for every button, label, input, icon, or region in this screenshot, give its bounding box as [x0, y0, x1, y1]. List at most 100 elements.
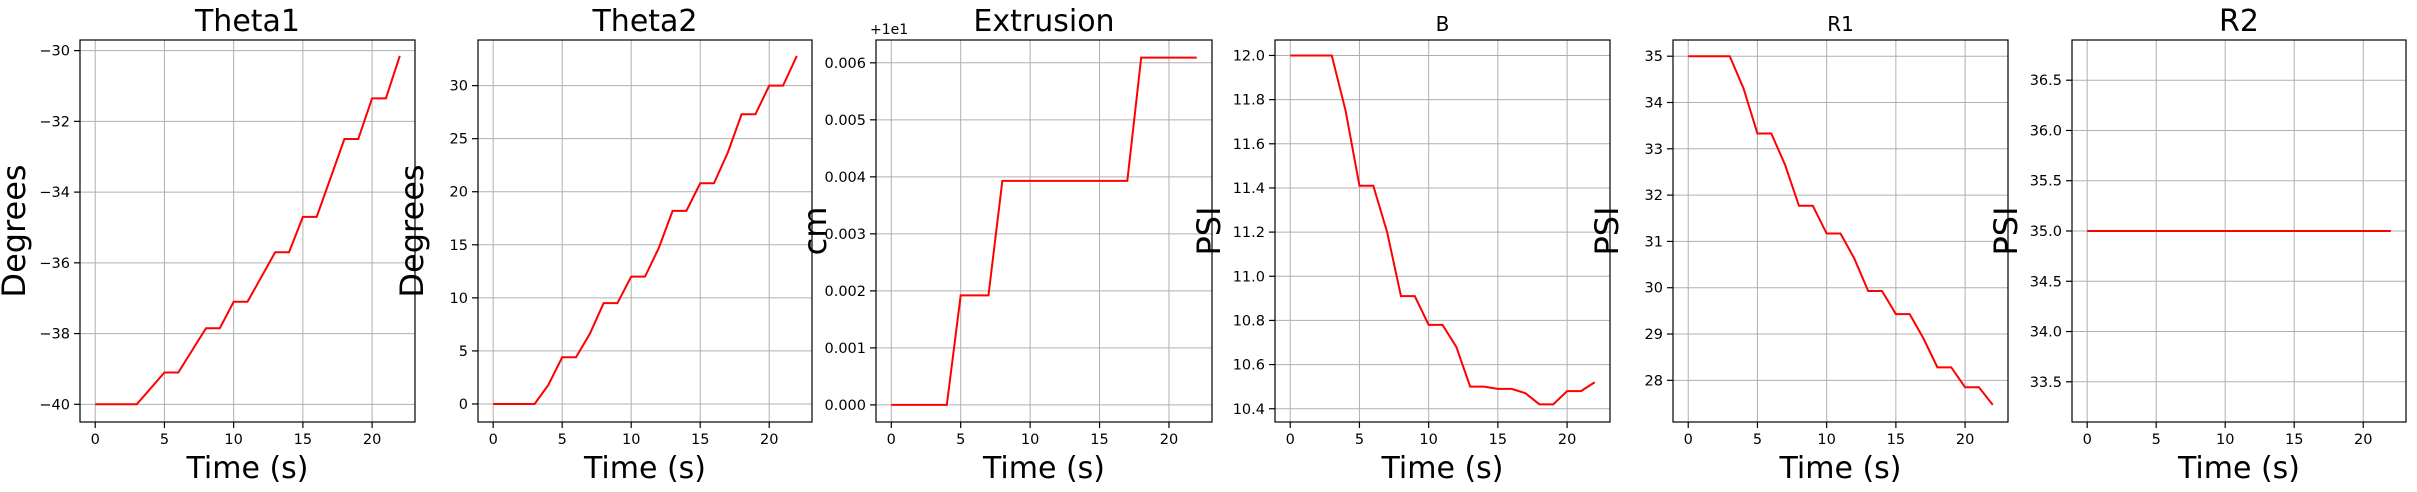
- x-tick-label: 15: [1887, 432, 1905, 448]
- y-axis-label: Degrees: [393, 164, 431, 297]
- y-axis-label: PSI: [1987, 206, 2025, 255]
- y-axis-label: Degrees: [0, 164, 33, 297]
- y-tick-label: 5: [459, 344, 468, 360]
- y-tick-label: 31: [1645, 234, 1663, 250]
- y-tick-label: −30: [39, 44, 70, 60]
- y-tick-label: 35.0: [2030, 224, 2062, 240]
- x-tick-label: 10: [2216, 432, 2234, 448]
- y-tick-label: 35.5: [2030, 174, 2062, 190]
- series-line: [891, 56, 1197, 406]
- y-tick-label: −34: [39, 185, 70, 201]
- x-tick-label: 10: [1419, 432, 1437, 448]
- y-tick-label: 12.0: [1233, 48, 1265, 64]
- x-axis-label: Time (s): [583, 451, 706, 486]
- series-line: [493, 55, 798, 405]
- y-tick-label: 30: [1645, 281, 1663, 297]
- y-tick-label: 11.4: [1233, 181, 1265, 197]
- x-tick-label: 5: [1355, 432, 1364, 448]
- y-tick-label: 34.0: [2030, 325, 2062, 341]
- x-axis-label: Time (s): [186, 451, 309, 486]
- x-tick-label: 20: [1956, 432, 1974, 448]
- y-tick-label: 36.5: [2030, 73, 2062, 89]
- y-tick-label: −40: [39, 397, 70, 413]
- y-tick-label: 25: [450, 132, 468, 148]
- series-line: [95, 55, 401, 406]
- subplot-b: 0 5 10 15 20 10.4 10.6 10.8 11.0 11.2 11.4 11.6 11.8…: [1190, 12, 1611, 486]
- y-tick-label: 0.002: [824, 284, 866, 300]
- x-tick-label: 10: [224, 432, 242, 448]
- axis-offset-label: +1e1: [870, 22, 908, 38]
- y-tick-label: 36.0: [2030, 123, 2062, 139]
- x-tick-label: 0: [887, 432, 896, 448]
- x-tick-label: 5: [1753, 432, 1762, 448]
- axes-frame: [1274, 39, 1611, 423]
- x-tick-label: 20: [363, 432, 381, 448]
- y-tick-label: 15: [450, 238, 468, 254]
- y-tick-label: −38: [39, 327, 70, 343]
- axes-frame: [477, 39, 813, 423]
- x-tick-label: 10: [1021, 432, 1039, 448]
- x-tick-label: 5: [956, 432, 965, 448]
- y-tick-label: 34: [1645, 96, 1663, 112]
- y-tick-label: 33.5: [2030, 375, 2062, 391]
- y-axis-label: PSI: [1190, 206, 1228, 255]
- x-tick-label: 15: [691, 432, 709, 448]
- y-tick-label: 0.001: [824, 341, 866, 357]
- y-tick-label: −36: [39, 256, 70, 272]
- x-axis-label: Time (s): [982, 451, 1105, 486]
- y-tick-label: 0.006: [824, 56, 866, 72]
- x-axis-label: Time (s): [2177, 451, 2300, 486]
- x-tick-label: 15: [1489, 432, 1507, 448]
- y-tick-label: 0.003: [824, 227, 866, 243]
- series-line: [1290, 54, 1596, 406]
- chart-title: B: [1436, 12, 1450, 36]
- y-tick-label: 33: [1645, 142, 1663, 158]
- x-tick-label: 20: [1558, 432, 1576, 448]
- x-tick-label: 20: [760, 432, 778, 448]
- y-axis-label: PSI: [1588, 206, 1626, 255]
- chart-title: Extrusion: [973, 4, 1114, 39]
- y-tick-label: 0.000: [824, 398, 866, 414]
- y-tick-label: −32: [39, 114, 70, 130]
- y-tick-label: 28: [1645, 373, 1663, 389]
- y-tick-label: 10: [450, 291, 468, 307]
- x-tick-label: 15: [294, 432, 312, 448]
- y-tick-label: 11.2: [1233, 225, 1265, 241]
- x-tick-label: 5: [2152, 432, 2161, 448]
- y-tick-label: 11.0: [1233, 269, 1265, 285]
- chart-title: R1: [1827, 12, 1854, 36]
- x-tick-label: 5: [160, 432, 169, 448]
- subplot-extrusion: 0 5 10 15 20 0.000 0.001 0.002 0.003 0.004 0.005 0.…: [796, 4, 1213, 486]
- chart-title: Theta1: [194, 4, 300, 39]
- x-axis-label: Time (s): [1381, 451, 1504, 486]
- y-tick-label: 0.004: [824, 170, 866, 186]
- x-axis-label: Time (s): [1779, 451, 1902, 486]
- axes-frame: [1672, 39, 2009, 423]
- subplot-r1: 0 5 10 15 20 28 29 30 31 32 33 34 35 R1 Time (s) PSI: [1588, 12, 2009, 486]
- y-tick-label: 34.5: [2030, 274, 2062, 290]
- y-tick-label: 10.4: [1233, 402, 1265, 418]
- x-tick-label: 0: [1684, 432, 1693, 448]
- x-tick-label: 10: [622, 432, 640, 448]
- x-tick-label: 15: [1090, 432, 1108, 448]
- y-tick-label: 10.6: [1233, 358, 1265, 374]
- y-tick-label: 32: [1645, 188, 1663, 204]
- y-tick-label: 20: [450, 185, 468, 201]
- y-axis-label: cm: [796, 207, 834, 256]
- x-tick-label: 5: [558, 432, 567, 448]
- x-tick-label: 0: [2083, 432, 2092, 448]
- y-tick-label: 35: [1645, 49, 1663, 65]
- y-tick-label: 29: [1645, 327, 1663, 343]
- x-tick-label: 0: [1286, 432, 1295, 448]
- series-line: [1688, 55, 1994, 406]
- y-tick-label: 30: [450, 79, 468, 95]
- x-tick-label: 0: [91, 432, 100, 448]
- x-tick-label: 0: [489, 432, 498, 448]
- axes-frame: [875, 39, 1213, 423]
- y-tick-label: 0.005: [824, 113, 866, 129]
- x-tick-label: 15: [2285, 432, 2303, 448]
- subplot-r2: 0 5 10 15 20 33.5 34.0 34.5 35.0 35.5 36.0 36.5 R2 Ti…: [1987, 4, 2407, 486]
- subplot-theta2: 0 5 10 15 20 0 5 10 15 20 25 30 Theta2 Time (s) Degree…: [393, 4, 813, 486]
- x-tick-label: 20: [2354, 432, 2372, 448]
